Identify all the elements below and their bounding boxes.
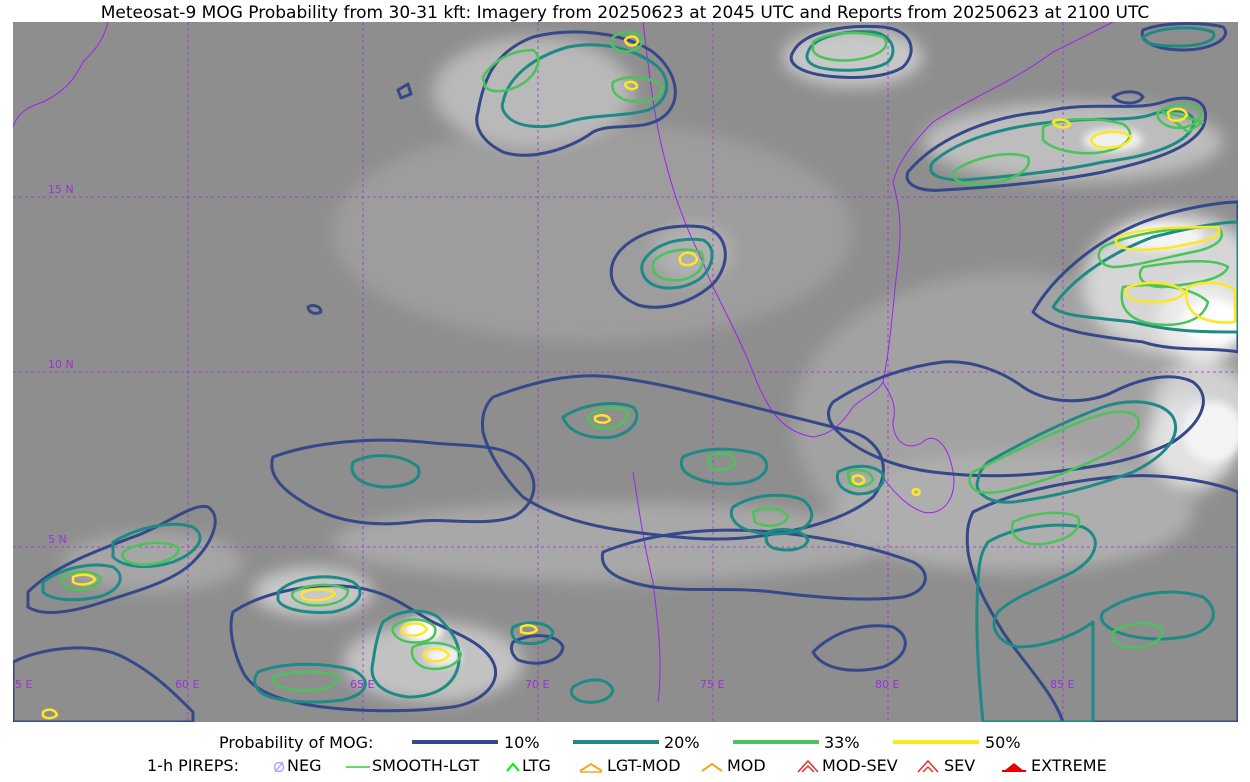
legend-33pct-label: 33% <box>824 733 860 752</box>
lat-label-5n: 5 N <box>48 533 67 546</box>
coastlines <box>13 22 1114 703</box>
probability-legend: Probability of MOG: 10% 20% 33% 50% <box>0 733 1250 755</box>
ltg-icon <box>506 762 520 772</box>
lat-label-15n: 15 N <box>48 183 74 196</box>
lat-label-10n: 10 N <box>48 358 74 371</box>
probability-legend-label: Probability of MOG: <box>219 733 374 752</box>
pireps-legend: 1-h PIREPS: NEG SMOOTH-LGT LTG LGT-MOD M… <box>0 756 1250 778</box>
swatch-50pct <box>893 740 979 744</box>
pirep-extreme-label: EXTREME <box>1031 756 1107 775</box>
contours-20pct <box>41 26 1238 722</box>
swatch-20pct <box>573 740 659 744</box>
pirep-neg-label: NEG <box>287 756 322 775</box>
lon-label-65e: 65 E <box>350 678 374 691</box>
neg-icon <box>273 761 285 773</box>
swatch-10pct <box>412 740 498 744</box>
mod-sev-icon <box>797 759 819 773</box>
sev-icon <box>917 759 939 773</box>
lon-label-60e: 60 E <box>175 678 199 691</box>
lon-label-70e: 70 E <box>525 678 549 691</box>
legend-10pct-label: 10% <box>504 733 540 752</box>
lon-label-55e: 55 E <box>13 678 32 691</box>
pirep-mod-sev-label: MOD-SEV <box>822 756 898 775</box>
lon-label-85e: 85 E <box>1050 678 1074 691</box>
contours-33pct <box>60 30 1230 692</box>
smooth-lgt-icon <box>346 766 370 768</box>
lon-label-75e: 75 E <box>700 678 724 691</box>
map-labels: 15 N 10 N 5 N 55 E 60 E 65 E 70 E 75 E 8… <box>13 183 1074 691</box>
swatch-33pct <box>733 740 819 744</box>
pireps-legend-label: 1-h PIREPS: <box>147 756 239 775</box>
legend-20pct-label: 20% <box>664 733 700 752</box>
pirep-sev-label: SEV <box>944 756 976 775</box>
satellite-map: 15 N 10 N 5 N 55 E 60 E 65 E 70 E 75 E 8… <box>13 22 1238 722</box>
lon-label-80e: 80 E <box>875 678 899 691</box>
pirep-smooth-lgt-label: SMOOTH-LGT <box>372 756 480 775</box>
lgt-mod-icon <box>579 762 603 773</box>
pirep-ltg-label: LTG <box>522 756 551 775</box>
extreme-icon <box>1002 763 1026 772</box>
map-title: Meteosat-9 MOG Probability from 30-31 kf… <box>100 3 1150 23</box>
contours-50pct <box>41 35 1237 720</box>
mod-icon <box>701 762 723 772</box>
legend-50pct-label: 50% <box>985 733 1021 752</box>
pirep-mod-label: MOD <box>727 756 766 775</box>
graticule <box>13 22 1238 722</box>
pirep-lgt-mod-label: LGT-MOD <box>607 756 681 775</box>
